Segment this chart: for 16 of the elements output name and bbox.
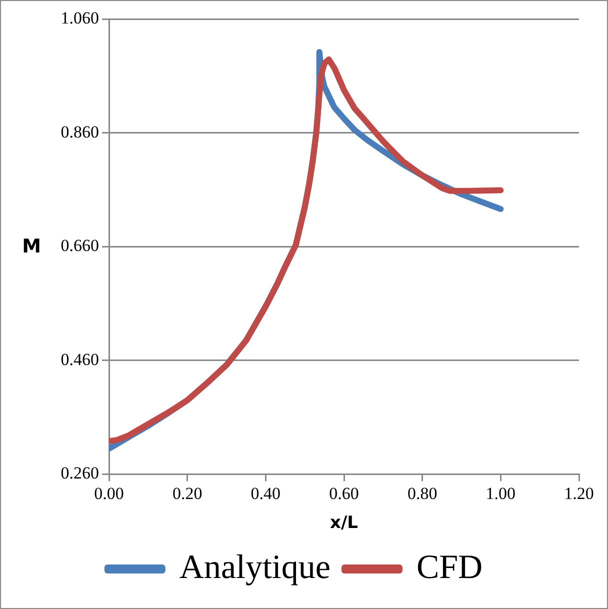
y-axis-title: M [22, 236, 41, 258]
x-tick-label: 1.00 [486, 484, 516, 503]
legend-label: CFD [416, 548, 483, 586]
x-tick-label: 0.40 [250, 484, 281, 503]
x-tick-label: 0.20 [172, 484, 202, 503]
x-tick-label: 0.00 [94, 484, 124, 503]
x-axis-title: x/L [330, 513, 358, 534]
y-tick-label: 0.460 [60, 350, 99, 369]
y-tick-label: 1.060 [60, 8, 99, 28]
x-tick-label: 0.80 [407, 484, 438, 503]
y-tick-label: 0.260 [60, 464, 99, 483]
y-tick-label: 0.860 [60, 122, 99, 142]
x-tick-label: 1.20 [564, 484, 594, 503]
legend-label: Analytique [179, 548, 330, 586]
y-tick-label: 0.660 [60, 236, 99, 256]
x-tick-label: 0.60 [329, 484, 359, 503]
